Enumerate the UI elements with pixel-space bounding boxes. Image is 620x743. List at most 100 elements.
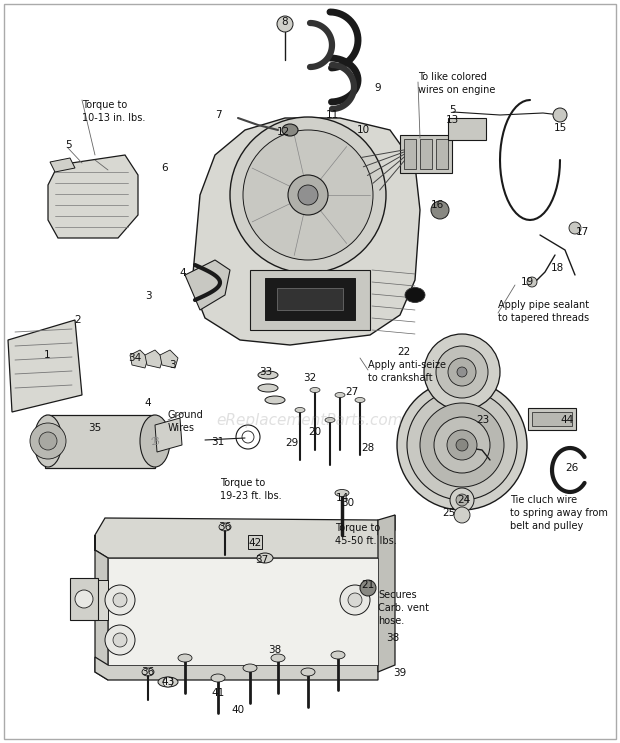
Text: 20: 20: [308, 427, 322, 437]
Polygon shape: [108, 558, 378, 665]
Ellipse shape: [405, 288, 425, 302]
Text: Torque to
45-50 ft. lbs.: Torque to 45-50 ft. lbs.: [335, 523, 397, 546]
Text: 24: 24: [458, 495, 471, 505]
Text: 33: 33: [259, 367, 273, 377]
Text: 26: 26: [565, 463, 578, 473]
Polygon shape: [378, 515, 395, 672]
Circle shape: [397, 380, 527, 510]
Bar: [448, 118, 486, 140]
Circle shape: [105, 625, 135, 655]
Circle shape: [105, 585, 135, 615]
Text: 14: 14: [335, 493, 348, 503]
Circle shape: [569, 222, 581, 234]
Ellipse shape: [34, 415, 62, 467]
Text: 10: 10: [356, 125, 370, 135]
Circle shape: [450, 488, 474, 512]
Text: 3: 3: [169, 360, 175, 370]
Text: 15: 15: [554, 123, 567, 133]
Ellipse shape: [310, 388, 320, 392]
Bar: [248, 535, 262, 549]
Text: 38: 38: [268, 645, 281, 655]
Text: 23: 23: [476, 415, 490, 425]
Circle shape: [420, 403, 504, 487]
Text: 4: 4: [180, 268, 187, 278]
Text: 28: 28: [361, 443, 374, 453]
Text: 16: 16: [430, 200, 444, 210]
Ellipse shape: [295, 407, 305, 412]
Polygon shape: [155, 418, 182, 452]
Circle shape: [340, 585, 370, 615]
Polygon shape: [48, 155, 138, 238]
Ellipse shape: [355, 398, 365, 403]
Polygon shape: [265, 278, 355, 320]
Polygon shape: [160, 350, 178, 368]
Circle shape: [553, 108, 567, 122]
Ellipse shape: [258, 384, 278, 392]
Circle shape: [436, 346, 488, 398]
Text: 19: 19: [520, 277, 534, 287]
Text: 5: 5: [450, 105, 456, 115]
Bar: [400, 135, 452, 173]
Text: Tie cluch wire
to spring away from
belt and pulley: Tie cluch wire to spring away from belt …: [510, 495, 608, 531]
Polygon shape: [250, 270, 370, 330]
Text: 42: 42: [249, 538, 262, 548]
Circle shape: [230, 117, 386, 273]
Polygon shape: [45, 415, 155, 468]
Text: Apply pipe sealant
to tapered threads: Apply pipe sealant to tapered threads: [498, 300, 589, 322]
Polygon shape: [185, 260, 230, 310]
Text: 11: 11: [326, 110, 339, 120]
Bar: [404, 139, 416, 169]
Text: 32: 32: [303, 373, 317, 383]
Circle shape: [407, 390, 517, 500]
Circle shape: [243, 130, 373, 260]
Bar: [436, 139, 448, 169]
Ellipse shape: [211, 674, 225, 682]
Text: 2: 2: [74, 315, 81, 325]
Bar: [532, 412, 572, 426]
Circle shape: [527, 277, 537, 287]
Circle shape: [454, 507, 470, 523]
Polygon shape: [277, 288, 343, 310]
Text: 17: 17: [575, 227, 588, 237]
Polygon shape: [8, 320, 82, 412]
Polygon shape: [130, 350, 148, 368]
Polygon shape: [95, 580, 108, 620]
Circle shape: [75, 590, 93, 608]
Text: ℬ: ℬ: [151, 437, 159, 447]
Text: 44: 44: [560, 415, 574, 425]
Text: 3: 3: [144, 291, 151, 301]
Text: 12: 12: [277, 127, 290, 137]
Circle shape: [163, 677, 173, 687]
Text: Torque to
19-23 ft. lbs.: Torque to 19-23 ft. lbs.: [220, 478, 281, 501]
Ellipse shape: [335, 392, 345, 398]
Text: 18: 18: [551, 263, 564, 273]
Text: 39: 39: [393, 668, 407, 678]
Text: 25: 25: [443, 508, 456, 518]
Circle shape: [298, 185, 318, 205]
Text: 7: 7: [215, 110, 221, 120]
Ellipse shape: [271, 654, 285, 662]
Circle shape: [456, 494, 468, 506]
Ellipse shape: [335, 490, 349, 496]
Ellipse shape: [258, 371, 278, 379]
Ellipse shape: [331, 651, 345, 659]
Text: 43: 43: [161, 677, 175, 687]
Text: 30: 30: [342, 498, 355, 508]
Polygon shape: [145, 350, 163, 368]
Circle shape: [39, 432, 57, 450]
Bar: [528, 408, 576, 430]
Text: 1: 1: [43, 350, 50, 360]
Text: Secures
Carb. vent
hose.: Secures Carb. vent hose.: [378, 590, 429, 626]
Text: 41: 41: [211, 688, 224, 698]
Text: Ground
Wires: Ground Wires: [168, 410, 204, 433]
Circle shape: [456, 439, 468, 451]
Circle shape: [457, 367, 467, 377]
Ellipse shape: [282, 124, 298, 136]
Circle shape: [30, 423, 66, 459]
Circle shape: [434, 417, 490, 473]
Polygon shape: [95, 515, 395, 558]
Ellipse shape: [178, 654, 192, 662]
Text: 21: 21: [361, 580, 374, 590]
Ellipse shape: [301, 668, 315, 676]
Text: 40: 40: [231, 705, 244, 715]
